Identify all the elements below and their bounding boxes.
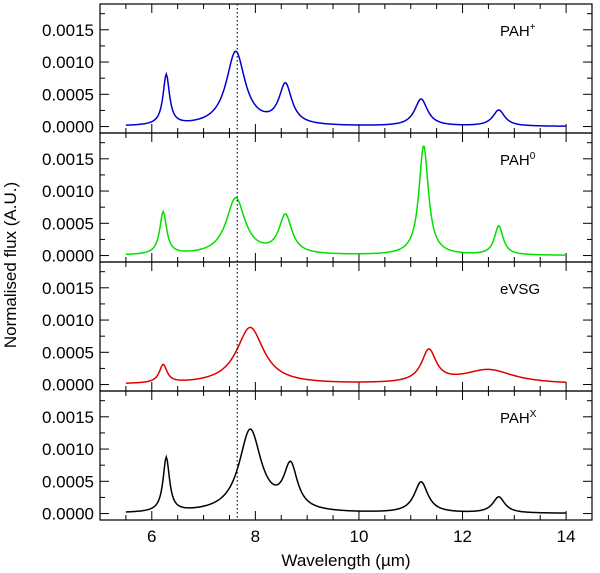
panel-frame <box>99 390 593 521</box>
x-tick-label: 8 <box>251 527 260 546</box>
y-tick-label: 0.0010 <box>42 311 94 330</box>
panel-label: PAH+ <box>500 22 536 40</box>
series-line-PAH+ <box>125 50 567 127</box>
y-tick-label: 0.0015 <box>42 279 94 298</box>
y-tick-label: 0.0000 <box>42 376 94 395</box>
panel-label: eVSG <box>500 281 540 298</box>
x-axis-label: Wavelength (µm) <box>281 551 410 570</box>
x-tick-label: 12 <box>453 527 472 546</box>
series-line-PAHX <box>125 428 567 514</box>
panel-PAHX: 0.0000 0.0005 0.0010 0.0015 PAHX <box>42 390 593 524</box>
panel-PAH0: 0.0000 0.0005 0.0010 0.0015 PAH0 <box>42 132 593 266</box>
y-tick-label: 0.0005 <box>42 214 94 233</box>
y-tick-label: 0.0005 <box>42 85 94 104</box>
y-axis-label: Normalised flux (A.U.) <box>1 182 20 348</box>
panel-eVSG: 0.0000 0.0005 0.0010 0.0015 eVSG <box>42 261 593 395</box>
y-tick-label: 0.0015 <box>42 150 94 169</box>
y-tick-label: 0.0010 <box>42 53 94 72</box>
x-tick-label: 14 <box>557 527 576 546</box>
panel-PAH+: 0.0000 0.0005 0.0010 0.0015 PAH+ <box>42 3 593 137</box>
x-tick-label: 10 <box>349 527 368 546</box>
series-line-PAH0 <box>125 145 567 256</box>
y-tick-label: 0.0005 <box>42 472 94 491</box>
y-tick-label: 0.0015 <box>42 21 94 40</box>
panels-group: 0.0000 0.0005 0.0010 0.0015 PAH+ 0.0000 0.0005… <box>42 3 593 546</box>
y-tick-label: 0.0015 <box>42 408 94 427</box>
y-tick-label: 0.0000 <box>42 505 94 524</box>
y-tick-label: 0.0010 <box>42 182 94 201</box>
panel-label: PAHX <box>500 409 537 427</box>
y-tick-label: 0.0010 <box>42 440 94 459</box>
x-tick-label: 6 <box>147 527 156 546</box>
y-tick-label: 0.0005 <box>42 343 94 362</box>
y-tick-label: 0.0000 <box>42 118 94 137</box>
series-line-eVSG <box>125 326 567 384</box>
panel-label: PAH0 <box>500 151 536 169</box>
y-tick-label: 0.0000 <box>42 247 94 266</box>
